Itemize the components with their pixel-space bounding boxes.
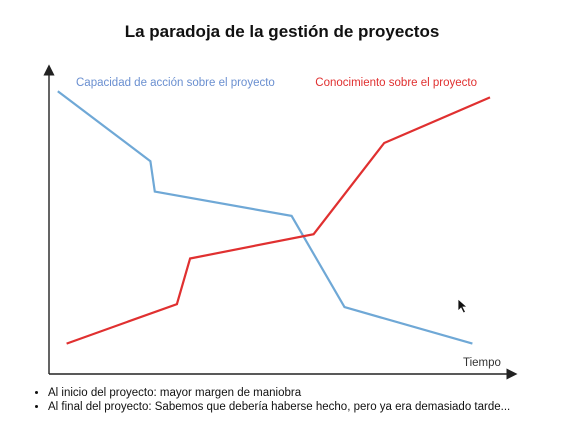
- bullet-item: Al inicio del proyecto: mayor margen de …: [48, 386, 548, 400]
- series-line-conocimiento: [66, 96, 491, 345]
- bullet-list: Al inicio del proyecto: mayor margen de …: [30, 386, 548, 414]
- legend-label-conocimiento: Conocimiento sobre el proyecto: [315, 77, 477, 89]
- mouse-pointer-icon: [457, 298, 469, 314]
- series-line-capacidad: [57, 90, 473, 345]
- legend-label-capacidad: Capacidad de acción sobre el proyecto: [76, 77, 275, 89]
- x-axis-label: Tiempo: [463, 357, 501, 369]
- series-layer: [57, 90, 491, 345]
- bullet-item: Al final del proyecto: Sabemos que deber…: [48, 400, 548, 414]
- slide-title: La paradoja de la gestión de proyectos: [124, 22, 440, 41]
